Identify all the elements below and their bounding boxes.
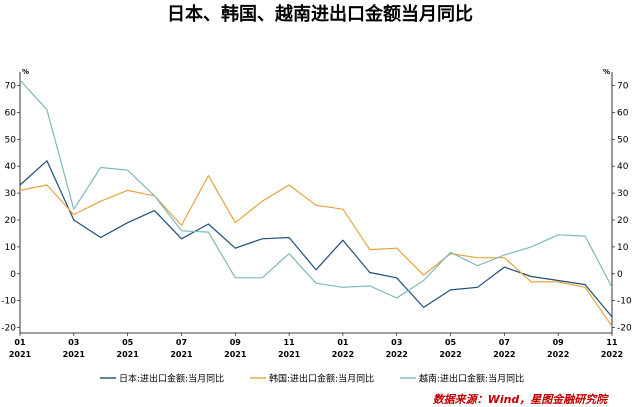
x-tick-year: 2021 — [9, 350, 32, 359]
left-tick-label: 20 — [5, 216, 17, 226]
x-tick-month: 07 — [176, 338, 187, 347]
legend: 日本:进出口金额:当月同比 韩国:进出口金额:当月同比 越南:进出口金额:当月同比 — [100, 373, 524, 385]
x-tick-year: 2022 — [493, 350, 515, 359]
x-tick-month: 03 — [68, 338, 79, 347]
legend-label-1: 韩国:进出口金额:当月同比 — [269, 373, 374, 385]
right-tick-label: 50 — [617, 135, 629, 145]
right-tick-label: 40 — [617, 162, 629, 172]
x-tick-year: 2021 — [278, 350, 301, 359]
left-tick-labels: -20 -10 0 10 20 30 40 50 60 70 — [1, 81, 20, 334]
x-tick-year: 2022 — [439, 350, 461, 359]
x-tick-year: 2021 — [117, 350, 140, 359]
right-tick-label: -20 — [617, 324, 632, 334]
left-tick-label: 10 — [5, 243, 17, 253]
x-tick-month: 01 — [14, 338, 26, 347]
legend-label-2: 越南:进出口金额:当月同比 — [419, 373, 524, 385]
left-tick-label: 40 — [5, 162, 17, 172]
left-tick-label: 50 — [5, 135, 17, 145]
x-tick-month: 09 — [553, 338, 565, 347]
left-tick-label: 30 — [5, 189, 17, 199]
x-tick-year: 2021 — [63, 350, 86, 359]
series-lines — [19, 79, 613, 327]
left-unit-label: % — [22, 68, 29, 76]
right-tick-label: 60 — [617, 108, 629, 118]
right-tick-label: 30 — [617, 189, 629, 199]
legend-label-0: 日本:进出口金额:当月同比 — [119, 373, 224, 385]
left-tick-label: 0 — [10, 270, 16, 280]
x-tick-month: 11 — [606, 338, 618, 347]
right-tick-label: 20 — [617, 216, 629, 226]
series-line-0 — [19, 160, 613, 318]
series-line-2 — [19, 79, 613, 299]
x-tick-month: 07 — [499, 338, 510, 347]
left-tick-label: 70 — [5, 81, 17, 91]
left-tick-label: -10 — [1, 297, 16, 307]
x-tick-month: 01 — [337, 338, 349, 347]
right-tick-label: 0 — [617, 270, 623, 280]
x-tick-month: 05 — [122, 338, 134, 347]
left-tick-label: 60 — [5, 108, 17, 118]
x-tick-labels: 01 2021 03 2021 05 2021 07 2021 09 2021 11 2021 01 20… — [9, 333, 623, 359]
right-tick-label: 10 — [617, 243, 629, 253]
right-tick-labels: -20 -10 0 10 20 30 40 50 60 70 — [612, 81, 632, 334]
right-tick-label: -10 — [617, 297, 632, 307]
chart-title: 日本、韩国、越南进出口金额当月同比 — [167, 3, 473, 25]
x-tick-year: 2021 — [170, 350, 193, 359]
watermark: 星图金融研究院 — [522, 375, 613, 391]
x-tick-month: 11 — [284, 338, 296, 347]
x-tick-year: 2021 — [224, 350, 247, 359]
x-tick-month: 09 — [230, 338, 242, 347]
series-line-1 — [19, 175, 613, 327]
right-tick-label: 70 — [617, 81, 629, 91]
x-tick-year: 2022 — [332, 350, 354, 359]
x-tick-year: 2022 — [547, 350, 569, 359]
source-note: 数据来源：Wind，星图金融研究院 — [433, 393, 610, 406]
right-unit-label: % — [603, 68, 610, 76]
x-tick-year: 2022 — [601, 350, 623, 359]
x-tick-year: 2022 — [386, 350, 408, 359]
left-tick-label: -20 — [1, 324, 16, 334]
x-tick-month: 03 — [391, 338, 402, 347]
x-tick-month: 05 — [445, 338, 457, 347]
